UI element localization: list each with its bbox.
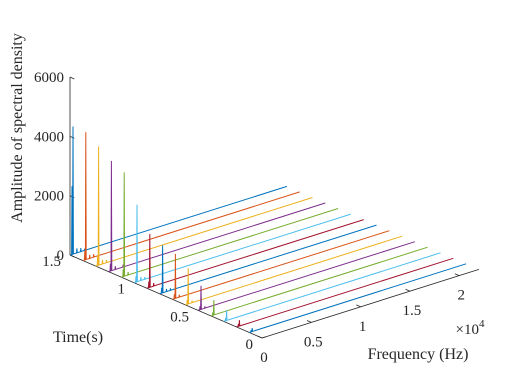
x-tick-mark: [257, 335, 263, 339]
x-exponent-base: ×10: [456, 322, 479, 338]
z-tick-label: 2000: [34, 189, 64, 205]
x-axis-exponent: ×104: [456, 318, 485, 338]
z-tick-label: 0: [57, 248, 65, 264]
x-tick-mark: [356, 304, 361, 308]
x-axis-label: Frequency (Hz): [368, 346, 469, 363]
series-line: [69, 126, 288, 256]
y-tick-label: 0.5: [170, 309, 189, 325]
x-tick-label: 0: [260, 350, 268, 366]
z-tick-label: 6000: [34, 70, 64, 86]
series-lines: [69, 126, 467, 333]
x-axis-line: [261, 268, 480, 339]
series-line: [185, 235, 403, 306]
series-line: [121, 172, 339, 278]
series-line: [210, 246, 428, 317]
x-tick-mark: [405, 288, 411, 292]
series-line: [172, 230, 390, 300]
series-line: [133, 204, 352, 284]
x-tick-label: 2: [457, 288, 465, 304]
z-tick-mark: [69, 136, 75, 139]
series-line: [95, 146, 313, 267]
y-tick-label: 0: [246, 337, 254, 353]
x-tick-mark: [306, 320, 312, 323]
x-exponent-power: 4: [479, 318, 485, 330]
series-line: [197, 241, 416, 311]
y-axis-line: [69, 254, 263, 339]
y-axis-label: Time(s): [53, 329, 103, 346]
x-tick-label: 1.5: [403, 303, 422, 319]
y-tick-mark: [261, 336, 267, 339]
x-tick-label: 0.5: [304, 334, 323, 350]
series-line: [159, 224, 377, 295]
series-line: [236, 257, 454, 328]
series-line: [223, 252, 441, 322]
y-tick-label: 1: [118, 282, 126, 298]
series-line: [146, 219, 364, 289]
series-line: [249, 263, 467, 333]
z-tick-mark: [69, 76, 75, 80]
labels: Amplitude of spectral density Time(s) Fr…: [9, 33, 485, 363]
x-tick-label: 1: [359, 319, 367, 335]
series-line: [82, 132, 300, 262]
series-line: [108, 160, 326, 273]
y-tick-label: 1.5: [42, 254, 61, 270]
z-axis-label: Amplitude of spectral density: [9, 33, 26, 223]
x-tick-mark: [454, 273, 460, 276]
z-tick-label: 4000: [34, 129, 64, 145]
